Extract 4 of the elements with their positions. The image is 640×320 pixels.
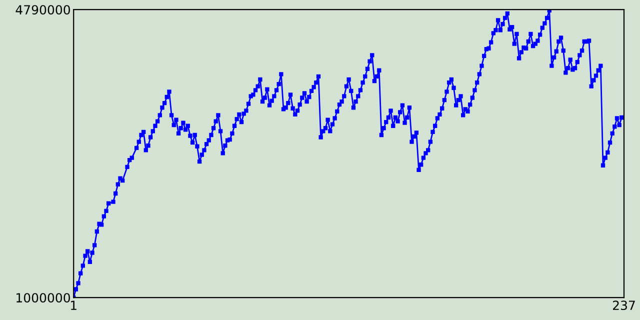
y-tick-label: 1000000 <box>16 293 70 303</box>
x-tick-label: 1 <box>70 300 76 310</box>
x-tick-label: 237 <box>612 300 635 310</box>
y-tick-label: 4790000 <box>16 5 70 15</box>
